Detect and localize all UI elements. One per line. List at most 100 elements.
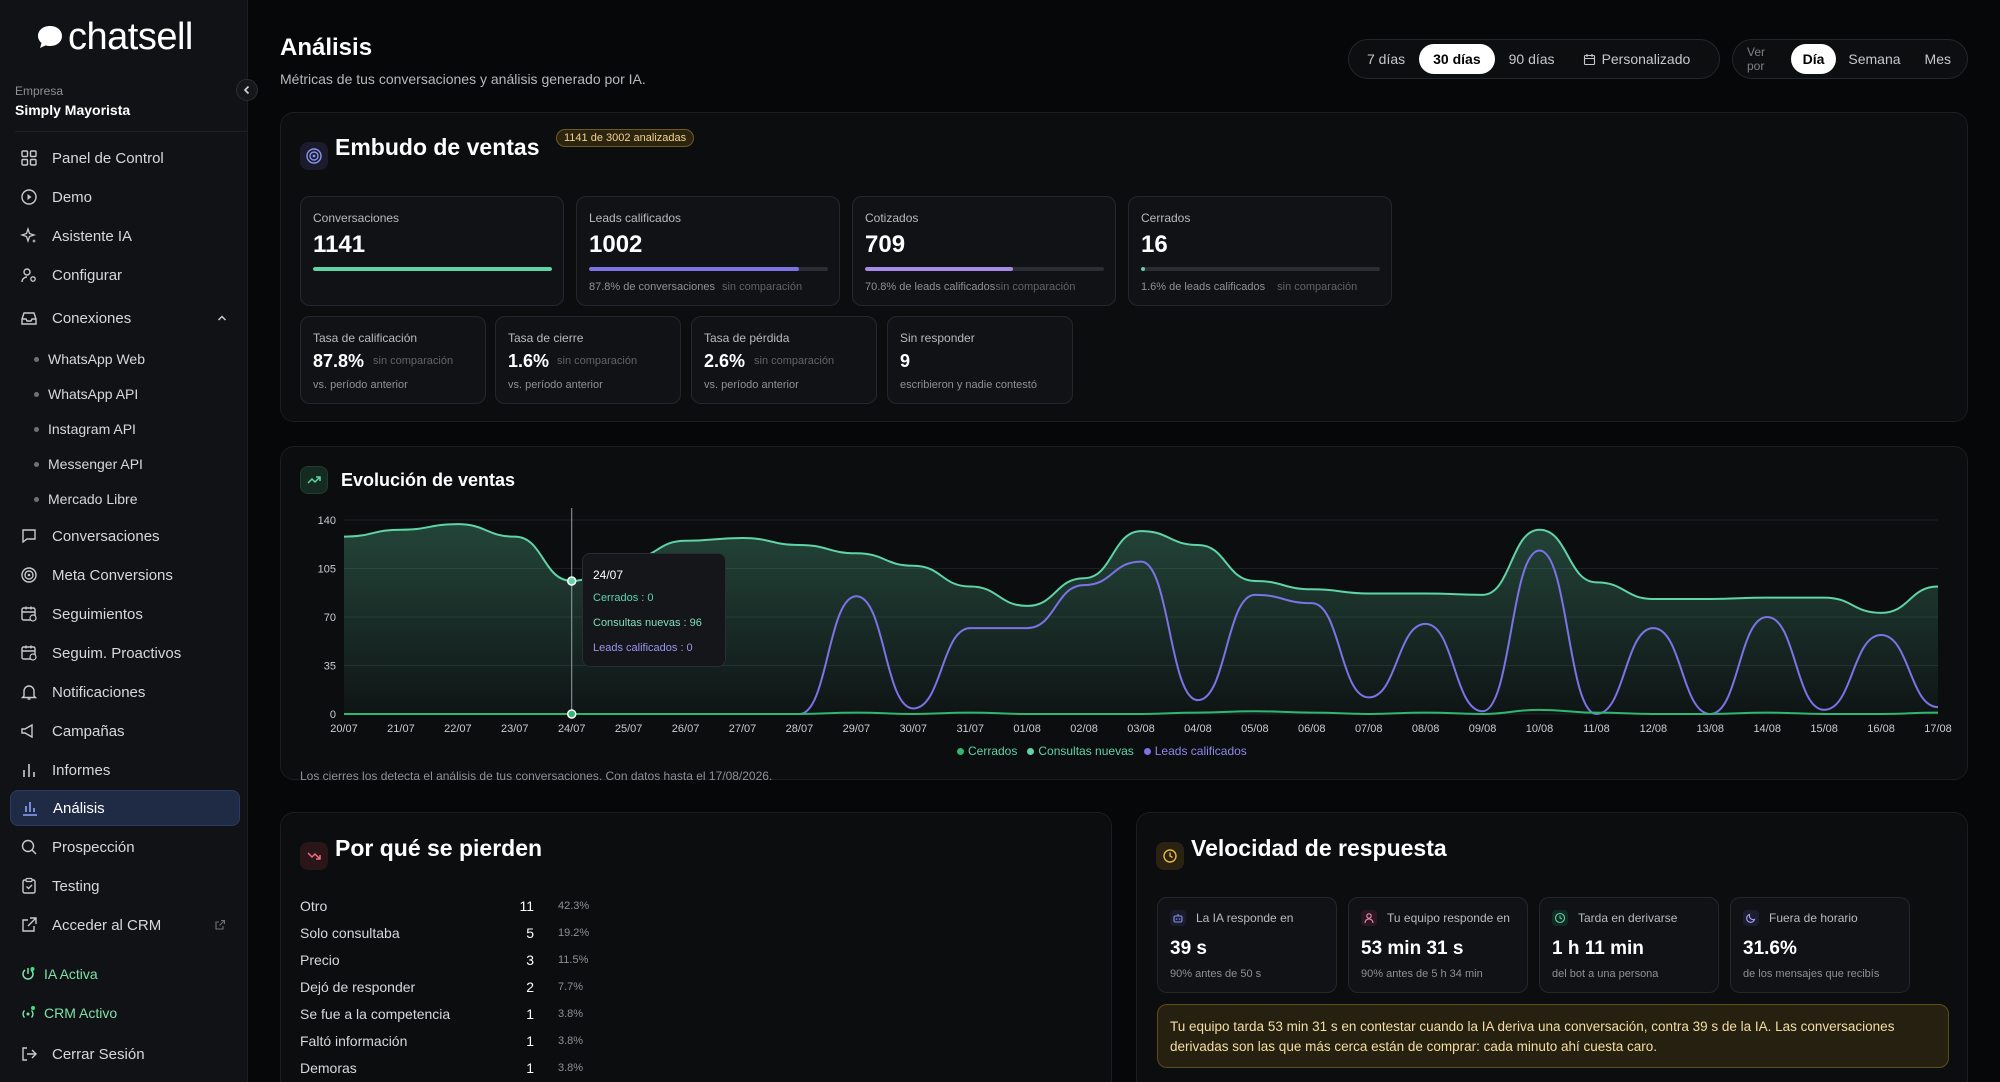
- metric-bar-fill: [589, 267, 799, 271]
- sidebar-item-prospeccion[interactable]: Prospección: [10, 829, 240, 865]
- metric-bar-fill: [1141, 267, 1145, 271]
- x-tick-label: 20/07: [330, 723, 358, 735]
- view-day[interactable]: Día: [1790, 44, 1837, 74]
- sidebar-item-asistente[interactable]: Asistente IA: [10, 218, 240, 254]
- rate-compare: sin comparación: [754, 355, 835, 367]
- sidebar-item-informes[interactable]: Informes: [10, 752, 240, 788]
- tooltip-leads: Leads calificados : 0: [593, 642, 693, 654]
- external-link-icon: [22, 917, 37, 932]
- sidebar-item-seguimientos[interactable]: Seguimientos: [10, 596, 240, 632]
- metric-cotizados: Cotizados 709 70.8% de leads calificados…: [852, 196, 1116, 306]
- speed-label: Tarda en derivarse: [1578, 911, 1678, 925]
- loss-row: Dejó de responder 2 7.7%: [300, 979, 600, 1001]
- collapse-sidebar-button[interactable]: [236, 79, 258, 101]
- sidebar-item-notificaciones[interactable]: Notificaciones: [10, 674, 240, 710]
- tooltip-date: 24/07: [593, 568, 624, 582]
- radio-signal-icon: [22, 1006, 35, 1018]
- sidebar-item-meta-conversions[interactable]: Meta Conversions: [10, 557, 240, 593]
- sidebar-item-label: Análisis: [53, 799, 105, 817]
- x-tick-label: 31/07: [956, 723, 984, 735]
- sidebar-item-seguim-proactivos[interactable]: Seguim. Proactivos: [10, 635, 240, 671]
- sidebar-item-label: Notificaciones: [52, 683, 146, 701]
- x-tick-label: 05/08: [1241, 723, 1269, 735]
- metric-share: 70.8% de leads calificados: [865, 281, 996, 293]
- connection-instagram-api[interactable]: Instagram API: [34, 416, 136, 442]
- loss-count: 5: [526, 925, 534, 941]
- x-tick-label: 30/07: [900, 723, 928, 735]
- losses-card: [280, 812, 1112, 1082]
- user-icon: [1361, 910, 1377, 926]
- legend-consultas[interactable]: Consultas nuevas: [1027, 744, 1134, 758]
- rate-sub: vs. período anterior: [508, 379, 603, 391]
- speed-title: Velocidad de respuesta: [1191, 835, 1447, 861]
- loss-pct: 19.2%: [558, 927, 590, 939]
- metric-label: Conversaciones: [313, 211, 400, 225]
- view-month[interactable]: Mes: [1924, 51, 1951, 67]
- sidebar-item-acceder-crm[interactable]: Acceder al CRM: [10, 907, 240, 943]
- sidebar-item-conexiones[interactable]: Conexiones: [10, 300, 240, 336]
- status-label: CRM Activo: [44, 1005, 118, 1021]
- sidebar-item-configurar[interactable]: Configurar: [10, 257, 240, 293]
- range-90-days[interactable]: 90 días: [1508, 51, 1555, 67]
- legend-cerrados[interactable]: Cerrados: [957, 744, 1017, 758]
- calendar-icon: [1583, 53, 1595, 65]
- speed-derivarse: Tarda en derivarse 1 h 11 min del bot a …: [1539, 897, 1719, 993]
- sidebar-item-conversaciones[interactable]: Conversaciones: [10, 518, 240, 554]
- x-tick-label: 02/08: [1070, 723, 1098, 735]
- calendar-clock-icon: [21, 645, 37, 661]
- chart-crosshair: [566, 508, 577, 719]
- sidebar-item-analisis[interactable]: Análisis: [10, 790, 240, 826]
- connection-whatsapp-api[interactable]: WhatsApp API: [34, 381, 138, 407]
- sidebar-item-label: Acceder al CRM: [52, 916, 162, 934]
- range-30-days[interactable]: 30 días: [1419, 44, 1495, 74]
- speed-equipo: Tu equipo responde en 53 min 31 s 90% an…: [1348, 897, 1528, 993]
- sidebar-item-demo[interactable]: Demo: [10, 179, 240, 215]
- x-tick-label: 29/07: [843, 723, 871, 735]
- user-cog-icon: [21, 268, 36, 283]
- status-ia-activa: IA Activa: [20, 961, 98, 987]
- x-tick-label: 28/07: [786, 723, 814, 735]
- speed-label: La IA responde en: [1196, 911, 1294, 925]
- range-7-days[interactable]: 7 días: [1367, 51, 1406, 67]
- loss-count: 2: [526, 979, 534, 995]
- calendar-clock-icon: [21, 606, 37, 622]
- sidebar-item-campanas[interactable]: Campañas: [10, 713, 240, 749]
- loss-row: Faltó información 1 3.8%: [300, 1033, 600, 1055]
- range-custom[interactable]: Personalizado: [1569, 44, 1705, 74]
- legend-swatch: [1143, 747, 1151, 755]
- granularity-selector: Ver por Día Semana Mes: [1732, 39, 1968, 79]
- logout-button[interactable]: Cerrar Sesión: [10, 1036, 240, 1072]
- sidebar-item-testing[interactable]: Testing: [10, 868, 240, 904]
- connection-whatsapp-web[interactable]: WhatsApp Web: [34, 346, 145, 372]
- rate-value: 9: [900, 351, 911, 371]
- rate-label: Tasa de cierre: [508, 331, 584, 345]
- bullet: [34, 426, 39, 432]
- company-selector[interactable]: Empresa Simply Mayorista: [15, 84, 247, 132]
- sidebar-item-panel[interactable]: Panel de Control: [10, 140, 240, 176]
- legend-label: Consultas nuevas: [1038, 744, 1134, 758]
- connection-label: WhatsApp API: [48, 386, 139, 402]
- connection-label: Messenger API: [48, 456, 143, 472]
- chevron-up-icon: [217, 315, 227, 321]
- chart-legend: Cerrados Consultas nuevas Leads califica…: [957, 744, 1247, 758]
- chart-tooltip: 24/07 Cerrados : 0 Consultas nuevas : 96…: [582, 553, 726, 667]
- view-week[interactable]: Semana: [1848, 51, 1901, 67]
- x-tick-label: 12/08: [1640, 723, 1668, 735]
- metric-bar: [1141, 267, 1380, 271]
- bar-chart-icon: [23, 764, 35, 777]
- rate-sin-responder: Sin responder 9 escribieron y nadie cont…: [887, 316, 1073, 404]
- connection-messenger-api[interactable]: Messenger API: [34, 451, 143, 477]
- losses-title: Por qué se pierden: [335, 835, 543, 861]
- brand-logo[interactable]: chatsell: [34, 16, 193, 59]
- rate-label: Tasa de calificación: [313, 331, 418, 345]
- log-out-icon: [22, 1047, 37, 1061]
- connection-mercado-libre[interactable]: Mercado Libre: [34, 486, 138, 512]
- loss-label: Faltó información: [300, 1033, 408, 1049]
- legend-leads[interactable]: Leads calificados: [1143, 744, 1247, 758]
- metric-compare: sin comparación: [1277, 281, 1358, 293]
- rate-value: 2.6%: [704, 351, 746, 371]
- sidebar-item-label: Asistente IA: [52, 227, 133, 245]
- speed-ia: La IA responde en 39 s 90% antes de 50 s: [1157, 897, 1337, 993]
- x-tick-label: 14/08: [1753, 723, 1781, 735]
- legend-swatch: [1027, 747, 1035, 755]
